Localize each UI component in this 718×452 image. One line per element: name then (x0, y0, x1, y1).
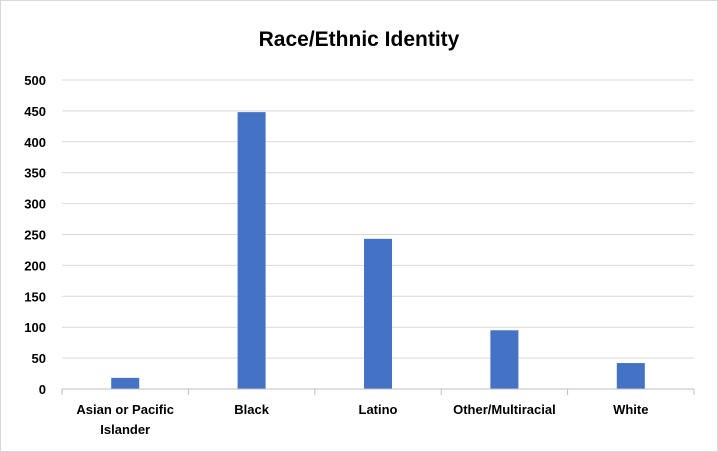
y-axis-tick-labels: 0 50 100 150 200 250 300 350 400 450 500 (24, 73, 46, 397)
x-axis-tick-labels: Asian or Pacific Islander Black Latino Other… (76, 402, 648, 437)
x-tick-label-line: White (613, 402, 648, 417)
bar-2 (364, 238, 392, 389)
x-tick-label-line: Asian or Pacific (76, 402, 174, 417)
bars (111, 112, 645, 390)
x-tick-label-1: Black (234, 402, 269, 417)
y-tick-label-250: 250 (24, 228, 46, 243)
bar-3 (490, 330, 519, 389)
x-axis (61, 388, 695, 395)
x-tick-label-2: Latino (359, 402, 398, 417)
y-tick-label-500: 500 (24, 73, 46, 88)
y-tick-label-200: 200 (24, 258, 46, 273)
y-tick-label-450: 450 (24, 104, 46, 119)
bar-0 (111, 377, 140, 389)
y-tick-label-300: 300 (24, 197, 46, 212)
bar-1 (237, 112, 266, 390)
x-tick-label-line: Islander (100, 422, 150, 437)
y-tick-label-100: 100 (24, 320, 46, 335)
y-tick-label-400: 400 (24, 135, 46, 150)
bar-4 (616, 363, 645, 389)
x-tick-label-line: Latino (359, 402, 398, 417)
chart-title: Race/Ethnic Identity (258, 28, 460, 51)
x-tick-label-4: White (613, 402, 648, 417)
x-tick-label-line: Other/Multiracial (453, 402, 556, 417)
x-tick-label-3: Other/Multiracial (453, 402, 556, 417)
x-tick-label-line: Black (234, 402, 269, 417)
y-tick-label-150: 150 (24, 289, 46, 304)
x-tick-label-0: Asian or Pacific Islander (76, 402, 174, 437)
y-tick-label-50: 50 (32, 351, 46, 366)
y-tick-label-350: 350 (24, 166, 46, 181)
y-tick-label-0: 0 (39, 382, 46, 397)
